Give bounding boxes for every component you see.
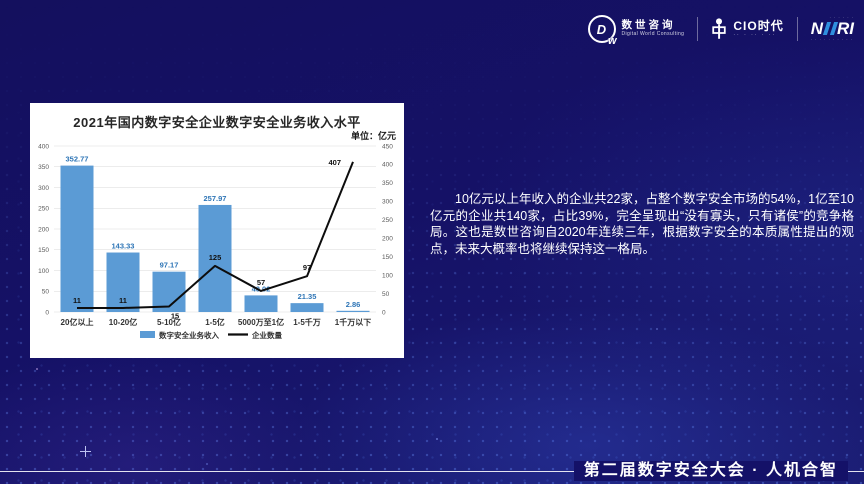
analysis-paragraph: 10亿元以上年收入的企业共22家，占整个数字安全市场的54%，1亿至10亿元的企… [430, 192, 854, 256]
svg-text:2.86: 2.86 [346, 300, 361, 309]
svg-text:20亿以上: 20亿以上 [61, 317, 94, 327]
niiri-caption-top: · · · · · · [829, 15, 854, 20]
decorative-dots [36, 368, 38, 370]
svg-text:450: 450 [382, 143, 393, 150]
svg-text:50: 50 [382, 291, 390, 298]
dw-monogram-icon: D w [587, 15, 617, 47]
svg-text:143.33: 143.33 [112, 242, 135, 251]
dw-monogram-w: w [607, 35, 617, 47]
cio-logo-tagline: ·· · ·· · ·· [733, 31, 777, 38]
svg-text:407: 407 [328, 158, 341, 167]
niiri-letters-ri: RI [837, 19, 854, 38]
dw-monogram-d: D [596, 21, 607, 37]
dw-consulting-logo: D w 数世咨询 Digital World Consulting [587, 15, 685, 47]
svg-text:15: 15 [171, 311, 179, 320]
svg-text:97: 97 [303, 263, 311, 272]
analysis-text-block: 10亿元以上年收入的企业共22家，占整个数字安全市场的54%，1亿至10亿元的企… [430, 191, 854, 257]
niiri-institute-logo: · · · · · · N RI · · · · · · · · · · [811, 16, 854, 42]
svg-text:企业数量: 企业数量 [251, 330, 282, 340]
svg-text:300: 300 [38, 185, 49, 192]
svg-text:150: 150 [38, 247, 49, 254]
conference-title: 第二届数字安全大会 · 人机合智 [573, 461, 848, 481]
svg-text:21.35: 21.35 [298, 292, 317, 301]
chart-unit-label: 单位：亿元 [350, 131, 396, 141]
svg-text:1-5亿: 1-5亿 [205, 317, 225, 327]
svg-text:0: 0 [382, 309, 386, 316]
svg-text:50: 50 [42, 289, 50, 296]
svg-text:200: 200 [38, 226, 49, 233]
svg-text:300: 300 [382, 199, 393, 206]
dw-logo-name: 数世咨询 [621, 19, 676, 32]
cio-logo-name: CIO时代 [733, 18, 784, 33]
dw-logo-subtitle: Digital World Consulting [621, 31, 685, 38]
svg-text:97.17: 97.17 [160, 261, 179, 270]
svg-text:5000万至1亿: 5000万至1亿 [238, 317, 284, 327]
svg-text:250: 250 [382, 217, 393, 224]
svg-text:40.02: 40.02 [252, 284, 271, 293]
svg-text:100: 100 [382, 272, 393, 279]
svg-text:150: 150 [382, 254, 393, 261]
svg-text:57: 57 [257, 278, 265, 287]
logo-divider [796, 17, 798, 41]
footer-divider-line [0, 471, 864, 472]
revenue-company-combo-chart: 0 50 100 150 200 250 300 350 400 0 50 100 150 200 250 3… [38, 143, 393, 340]
svg-text:10-20亿: 10-20亿 [109, 317, 137, 327]
svg-text:100: 100 [38, 268, 49, 275]
svg-text:350: 350 [38, 164, 49, 171]
svg-text:400: 400 [382, 162, 393, 169]
svg-text:11: 11 [119, 296, 127, 305]
svg-text:125: 125 [209, 253, 222, 262]
cio-times-logo: CIO时代 ·· · ·· · ·· [711, 17, 783, 41]
svg-text:1-5千万: 1-5千万 [293, 317, 321, 327]
svg-text:257.97: 257.97 [204, 194, 227, 203]
niiri-caption-bottom: · · · · · · · · · · [810, 37, 854, 42]
svg-text:11: 11 [73, 296, 81, 305]
chart-title: 2021年国内数字安全企业数字安全业务收入水平 [73, 115, 361, 130]
cio-person-icon [712, 18, 727, 39]
svg-text:352.77: 352.77 [66, 155, 89, 164]
svg-text:5-10亿: 5-10亿 [157, 317, 181, 327]
logo-strip: D w 数世咨询 Digital World Consulting CIO时代 … [587, 11, 854, 47]
chart-panel: 2021年国内数字安全企业数字安全业务收入水平 单位：亿元 0 50 100 150 2… [30, 103, 404, 358]
svg-text:250: 250 [38, 206, 49, 213]
svg-text:400: 400 [38, 143, 49, 150]
sparkle-star-icon [80, 446, 91, 457]
svg-text:1千万以下: 1千万以下 [335, 317, 371, 327]
niiri-letter-n: N [810, 19, 823, 38]
logo-divider [697, 17, 699, 41]
svg-text:350: 350 [382, 180, 393, 187]
svg-text:0: 0 [45, 309, 49, 316]
svg-text:200: 200 [382, 236, 393, 243]
svg-text:数字安全业务收入: 数字安全业务收入 [159, 330, 219, 340]
